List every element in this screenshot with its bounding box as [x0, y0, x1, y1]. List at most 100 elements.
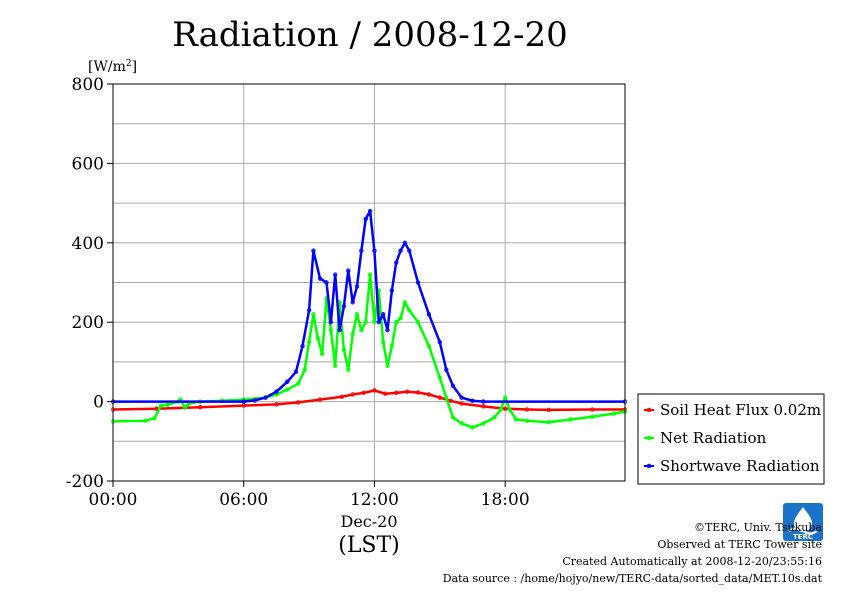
data-point	[450, 383, 456, 388]
data-point	[450, 415, 456, 420]
data-point	[295, 400, 301, 405]
data-point	[459, 395, 464, 400]
data-point	[285, 387, 290, 392]
data-point	[568, 417, 573, 422]
data-point	[415, 280, 421, 285]
data-point	[306, 308, 312, 313]
x-axis-date-label: Dec-20	[340, 512, 397, 531]
data-source-text: Data source : /home/hojyo/new/TERC-data/…	[442, 572, 822, 585]
data-point	[372, 320, 377, 325]
data-point	[402, 240, 408, 245]
data-point	[363, 216, 368, 222]
data-point	[502, 395, 508, 400]
data-point	[481, 404, 486, 409]
chart-title: Radiation / 2008-12-20	[172, 15, 568, 55]
data-point	[367, 272, 373, 277]
data-point	[315, 335, 320, 341]
legend: Soil Heat Flux 0.02m Net Radiation Shortwa…	[637, 393, 825, 485]
data-point	[524, 418, 530, 423]
data-point	[380, 339, 386, 345]
legend-label: Shortwave Radiation	[660, 457, 820, 475]
series-layer	[110, 208, 628, 430]
data-point	[152, 416, 157, 421]
data-point	[444, 395, 449, 400]
data-point	[492, 415, 497, 420]
plot-frame	[112, 83, 626, 482]
x-tick-label: 12:00	[350, 490, 399, 510]
data-point	[319, 351, 325, 357]
data-point	[415, 390, 421, 395]
data-point	[394, 320, 399, 325]
data-point	[481, 421, 486, 426]
copyright-text: ©TERC, Univ. Tsukuba	[693, 521, 822, 534]
data-point	[437, 375, 443, 380]
data-point	[363, 320, 368, 325]
data-point	[459, 421, 464, 426]
data-point	[426, 312, 432, 317]
x-axis-label: (LST)	[338, 533, 400, 558]
data-point	[407, 308, 412, 313]
y-tick-label: 0	[93, 393, 104, 413]
series-line	[113, 209, 625, 403]
data-point	[394, 390, 399, 396]
data-point	[470, 425, 475, 430]
x-tick-label: 00:00	[89, 490, 138, 510]
legend-box	[637, 393, 825, 485]
data-point	[317, 397, 323, 402]
data-point	[524, 407, 530, 412]
data-point	[350, 300, 355, 305]
data-point	[415, 320, 421, 325]
data-point	[274, 389, 279, 394]
data-point	[404, 389, 410, 394]
data-point	[437, 395, 443, 400]
data-point	[300, 343, 305, 349]
data-point	[448, 398, 453, 404]
y-tick-label: -200	[66, 472, 104, 492]
data-point	[165, 402, 170, 407]
data-point	[158, 403, 164, 408]
site-text: Observed at TERC Tower site	[657, 538, 822, 551]
data-point	[337, 327, 342, 333]
data-point	[590, 414, 595, 419]
data-point	[376, 320, 382, 325]
data-point	[302, 367, 307, 373]
series-shortwave-radiation	[110, 208, 628, 404]
data-point	[459, 401, 464, 406]
data-point	[389, 343, 395, 349]
data-point	[341, 347, 347, 353]
data-point	[372, 248, 377, 253]
data-point	[359, 327, 364, 333]
data-point	[263, 395, 268, 400]
data-point	[513, 417, 519, 422]
data-point	[317, 276, 323, 281]
data-point	[426, 343, 432, 349]
data-point	[444, 367, 449, 373]
data-point	[359, 248, 364, 253]
data-point	[339, 394, 344, 400]
data-point	[546, 420, 551, 425]
data-point	[350, 331, 355, 337]
data-point	[182, 405, 188, 410]
data-point	[481, 399, 486, 404]
series-line	[112, 389, 625, 412]
data-point	[502, 406, 508, 411]
data-point	[252, 398, 257, 403]
data-point	[498, 407, 504, 412]
data-point	[328, 327, 334, 333]
data-point	[341, 304, 347, 309]
data-point	[354, 312, 360, 317]
data-point	[306, 339, 312, 345]
created-text: Created Automatically at 2008-12-20/23:5…	[562, 555, 822, 568]
data-point	[470, 398, 475, 404]
data-point	[398, 316, 403, 321]
data-point	[407, 248, 412, 253]
data-point	[350, 392, 355, 397]
data-point	[380, 312, 386, 317]
legend-label: Soil Heat Flux 0.02m	[660, 401, 821, 419]
legend-marker	[646, 435, 652, 441]
series-soil-heat-flux-0-02m	[110, 388, 628, 413]
y-tick-label: 800	[72, 75, 104, 95]
data-point	[295, 381, 301, 386]
data-point	[383, 391, 388, 396]
